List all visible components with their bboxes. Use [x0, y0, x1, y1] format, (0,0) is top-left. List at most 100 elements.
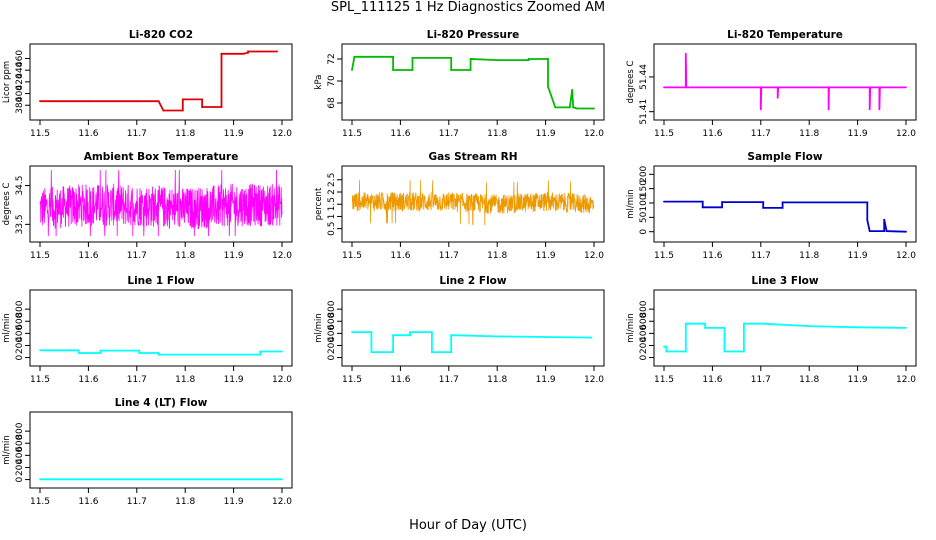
plot-frame: [653, 43, 917, 121]
data-point: [281, 478, 283, 481]
panel-line-1-flow: Line 1 Flow 11.5 11.6 11.7 11.8 11.9 12.0 02004…: [2, 275, 293, 385]
data-point: [547, 58, 549, 60]
y-axis-label: ml/min: [626, 189, 636, 219]
y-tick-label: 2: [327, 189, 337, 195]
plot-frame: [653, 289, 917, 367]
x-tick-label: 11.5: [30, 497, 50, 507]
series-gas-stream-rh: [351, 180, 595, 226]
data-point: [554, 106, 557, 109]
x-tick-label: 11.5: [342, 251, 362, 261]
x-tick-label: 11.7: [439, 251, 459, 261]
y-axis-label: degrees C: [626, 61, 636, 104]
y-tick-label: 200: [327, 337, 337, 354]
data-point: [856, 326, 859, 329]
data-point: [157, 352, 160, 354]
data-point: [866, 219, 869, 222]
data-point: [469, 69, 472, 71]
data-point: [827, 108, 830, 111]
y-axis-label: kPa: [314, 75, 324, 90]
x-tick-label: 11.6: [390, 251, 410, 261]
y-tick-label: 50: [639, 211, 649, 223]
plot-frame: [341, 289, 605, 367]
data-point: [590, 336, 593, 339]
x-tick-label: 11.5: [30, 129, 50, 139]
x-tick-label: 11.8: [487, 129, 507, 139]
data-point: [409, 331, 411, 333]
panel-li-820-pressure: Li-820 Pressure 11.5 11.6 11.7 11.8 11.9 12.0 6…: [314, 29, 605, 139]
data-point: [411, 57, 414, 59]
x-tick-label: 12.0: [896, 375, 916, 385]
data-point: [392, 69, 394, 71]
data-point: [87, 100, 90, 103]
y-tick-label: 33.5: [15, 214, 25, 234]
x-tick-label: 11.7: [127, 497, 147, 507]
y-tick-label: 150: [639, 180, 649, 197]
x-tick-label: 11.8: [487, 375, 507, 385]
series-line-2-flow: [351, 331, 593, 354]
plot-frame: [341, 43, 605, 121]
y-tick-label: 400: [15, 446, 25, 463]
panel-sample-flow: Sample Flow 11.5 11.6 11.7 11.8 11.9 12.0 0 5010…: [626, 151, 917, 261]
y-axis-label: ml/min: [626, 313, 636, 343]
data-point: [759, 108, 762, 111]
data-point: [777, 86, 780, 89]
data-point: [762, 201, 765, 204]
data-point: [665, 350, 668, 353]
series-line-1-flow: [39, 349, 283, 356]
data-point: [450, 334, 453, 337]
y-tick-label: 0: [15, 354, 25, 360]
data-point: [544, 336, 547, 338]
data-point: [496, 59, 499, 61]
x-tick-label: 12.0: [272, 129, 292, 139]
data-point: [723, 327, 726, 329]
y-tick-label: 460: [15, 50, 25, 67]
y-tick-label: 800: [327, 300, 337, 317]
x-tick-label: 11.5: [30, 375, 50, 385]
data-point: [138, 352, 141, 354]
series-li-820-pressure: [351, 55, 595, 110]
y-tick-label: 600: [15, 434, 25, 451]
y-tick-label: 34.5: [15, 176, 25, 196]
data-point: [469, 58, 472, 60]
data-point: [743, 322, 745, 325]
panel-title: Li-820 CO2: [129, 29, 193, 41]
x-tick-label: 11.9: [536, 251, 556, 261]
figure-title: SPL_111125 1 Hz Diagnostics Zoomed AM: [330, 0, 606, 15]
panel-ambient-box-temperature: Ambient Box Temperature 11.5 11.6 11.7 11.8 1…: [2, 151, 293, 261]
y-tick-label: 0: [15, 476, 25, 482]
x-tick-label: 11.6: [78, 129, 98, 139]
data-point: [431, 351, 433, 353]
data-point: [256, 50, 259, 53]
series-ambient-box-temperature: [39, 169, 283, 237]
data-point: [781, 201, 784, 204]
data-point: [138, 349, 141, 352]
series-line: [40, 349, 282, 356]
x-tick-label: 11.7: [127, 375, 147, 385]
data-point: [663, 86, 665, 89]
x-tick-label: 11.6: [78, 251, 98, 261]
data-point: [281, 350, 283, 353]
data-point: [184, 478, 187, 481]
data-point: [905, 230, 907, 233]
x-tick-label: 11.9: [536, 375, 556, 385]
data-point: [392, 351, 394, 353]
x-tick-label: 11.9: [848, 129, 868, 139]
x-tick-label: 11.8: [175, 129, 195, 139]
data-point: [135, 100, 138, 103]
data-point: [883, 230, 886, 233]
x-tick-label: 11.7: [751, 375, 771, 385]
panel-line-4-lt-flow: Line 4 (LT) Flow 11.5 11.6 11.7 11.8 11.9 12.0…: [2, 397, 293, 507]
x-tick-label: 11.9: [224, 375, 244, 385]
data-point: [704, 327, 706, 329]
y-tick-label: 600: [327, 312, 337, 329]
plot-frame: [29, 411, 293, 489]
data-point: [781, 207, 784, 209]
x-tick-label: 11.9: [536, 129, 556, 139]
y-tick-label: 51.41: [639, 99, 649, 125]
x-tick-label: 12.0: [584, 251, 604, 261]
data-point: [242, 52, 245, 55]
series-line: [352, 331, 592, 354]
data-point: [868, 230, 871, 233]
y-axis-label: ml/min: [314, 313, 324, 343]
